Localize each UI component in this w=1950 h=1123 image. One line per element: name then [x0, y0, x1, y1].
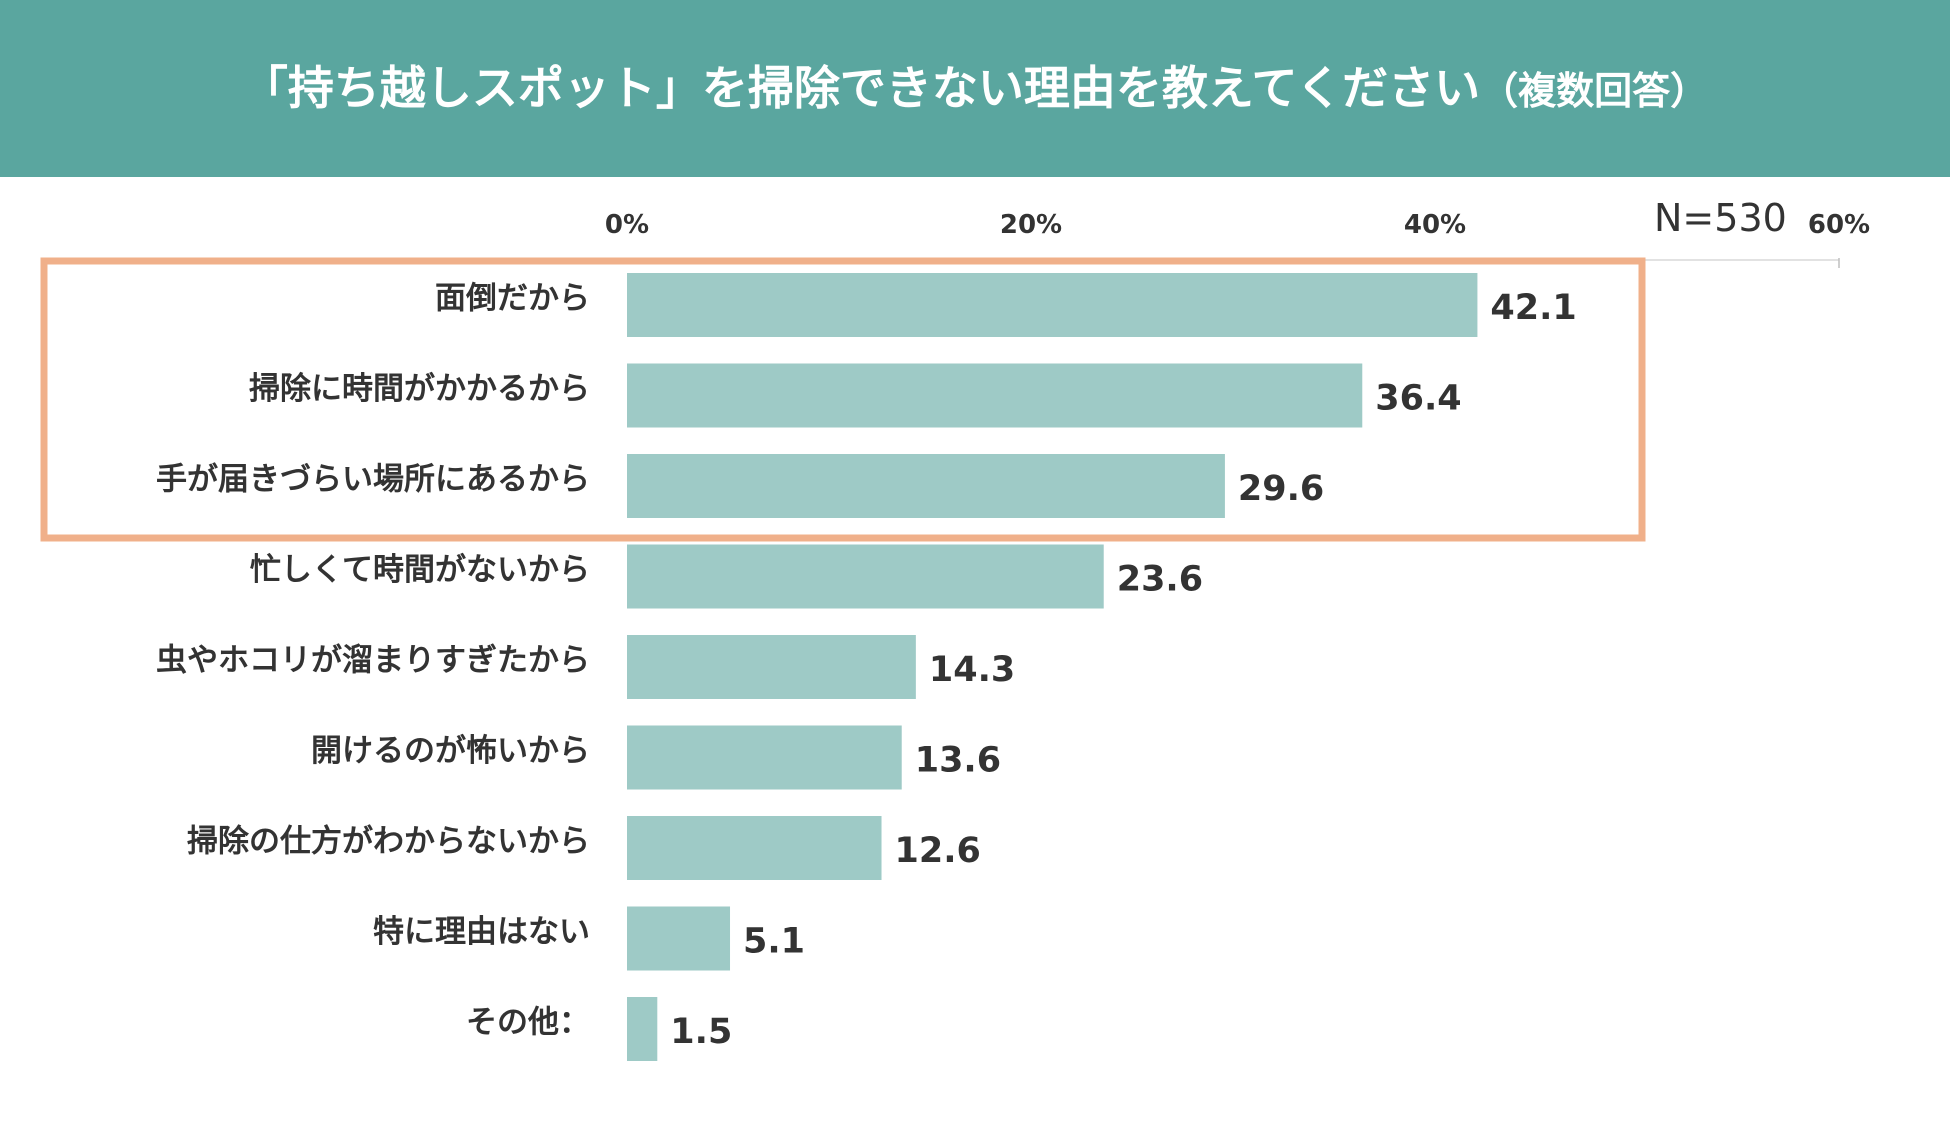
chart-title: 「持ち越しスポット」を掃除できない理由を教えてください（複数回答） — [0, 0, 1950, 177]
chart-title-main: 「持ち越しスポット」を掃除できない理由を教えてください — [241, 61, 1481, 115]
bar — [627, 816, 882, 880]
category-label: 掃除に時間がかかるから — [249, 371, 590, 407]
chart-title-suffix: （複数回答） — [1480, 69, 1709, 113]
category-label: 忙しくて時間がないから — [250, 552, 590, 588]
category-label: 面倒だから — [435, 281, 590, 317]
bar — [627, 635, 916, 699]
data-label: 23.6 — [1117, 560, 1203, 600]
data-label: 13.6 — [915, 741, 1001, 781]
bar — [627, 363, 1363, 428]
data-label: 1.5 — [670, 1012, 732, 1052]
category-label: 特に理由はない — [373, 914, 590, 950]
bar — [627, 273, 1478, 337]
data-label: 42.1 — [1490, 288, 1576, 328]
bar — [627, 725, 902, 790]
category-label: 虫やホコリが溜まりすぎたから — [156, 643, 590, 679]
data-label: 5.1 — [743, 922, 805, 962]
category-label: その他： — [466, 1005, 590, 1041]
bar — [627, 454, 1225, 518]
bar — [627, 997, 658, 1061]
category-label: 開けるのが怖いから — [311, 733, 590, 769]
category-label: 手が届きづらい場所にあるから — [156, 462, 590, 498]
data-label: 29.6 — [1238, 469, 1324, 509]
highlight-box — [40, 257, 1646, 542]
sample-size-label: N=530 — [1654, 196, 1787, 240]
bar — [627, 544, 1104, 609]
data-label: 14.3 — [929, 650, 1015, 690]
data-label: 12.6 — [895, 831, 981, 871]
bar — [627, 906, 731, 971]
x-tick-label: 40% — [1404, 210, 1466, 240]
x-tick-label: 20% — [1000, 210, 1062, 240]
x-tick-label: 0% — [605, 210, 649, 240]
data-label: 36.4 — [1375, 379, 1461, 419]
category-label: 掃除の仕方がわからないから — [187, 824, 590, 860]
x-tick-label: 60% — [1808, 210, 1870, 240]
header-banner — [0, 0, 1950, 177]
